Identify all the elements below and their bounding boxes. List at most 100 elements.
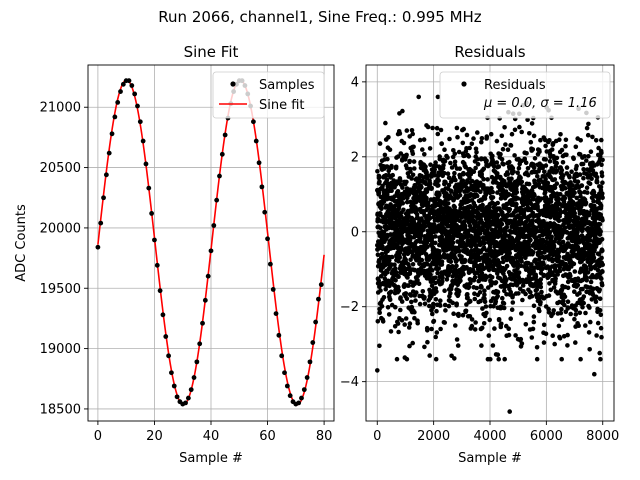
residual-point [504,263,510,269]
residual-point [472,275,478,280]
residual-point [484,134,490,139]
residual-point [565,343,570,348]
right-xtick-label: 0 [373,429,381,444]
residual-point [480,202,485,208]
sample-point [211,223,217,228]
residual-point [421,137,427,142]
residual-point [479,136,485,141]
sample-point [256,160,262,166]
residual-point [573,144,579,150]
sample-point [149,211,155,216]
residual-point [487,317,493,323]
residual-point [479,270,485,276]
residual-point [502,125,507,130]
residual-point [600,218,605,223]
residual-point [410,151,416,156]
residual-point [533,274,539,280]
sample-point [273,311,279,316]
residual-point [571,156,576,162]
residual-point [429,283,435,289]
residual-point [597,350,602,356]
residual-point [515,170,520,175]
residual-point [563,186,568,191]
residual-point [489,185,494,191]
residual-point [499,157,505,162]
residual-point [482,292,487,298]
sample-point [160,312,166,318]
residual-point [493,280,499,285]
residual-point [599,276,604,282]
residual-point [591,198,596,204]
residual-point [380,246,386,252]
right-xtick-label: 4000 [473,429,506,444]
residual-point [457,193,463,198]
sample-point [259,184,265,190]
residual-point [581,175,586,181]
residual-point [538,299,543,305]
sample-point [270,287,276,292]
sample-point [169,370,174,376]
residual-point [433,234,438,239]
residual-point [377,179,382,185]
residual-point [479,284,484,290]
residual-point [404,296,410,302]
residual-point [453,177,458,183]
residual-point [413,184,418,190]
residual-point [387,297,393,303]
residual-point [409,299,414,305]
residual-point [455,343,461,348]
residual-point [488,356,493,362]
residual-point [503,142,508,147]
residual-point [401,207,406,213]
sample-point [188,387,194,393]
residual-point [514,201,519,207]
residual-point [600,248,605,254]
residual-point [418,233,424,238]
residual-point [407,321,413,326]
residual-point [438,326,443,332]
residual-point [529,262,534,267]
residual-point [482,241,487,246]
residual-point [406,325,412,330]
residual-point [595,320,601,326]
residual-point [551,308,556,313]
residual-point [508,289,513,295]
residual-point [583,200,589,205]
residual-point [518,216,524,222]
residual-point [600,157,605,163]
residual-point [392,324,398,329]
residual-point [573,340,578,345]
sample-point [101,195,106,201]
residual-point [504,225,510,230]
residual-point [437,303,443,308]
residual-point [406,283,412,288]
residual-point [486,333,492,338]
sample-point [174,394,180,400]
residual-points-layer [375,94,605,414]
residual-point [568,273,573,279]
residual-point [478,298,483,304]
residual-point [593,138,599,143]
residual-point [565,285,571,291]
residual-point [585,190,590,195]
residual-point [401,140,407,146]
sample-point [202,297,208,303]
residual-point [599,150,604,156]
residual-point [480,306,485,311]
residual-point [393,278,398,283]
residual-point [386,312,392,317]
residual-point [434,125,440,131]
sample-point [282,370,287,376]
residual-point [538,284,544,290]
residual-point [412,309,417,315]
residual-point [456,289,462,294]
residual-point [431,318,437,324]
residual-point [410,340,416,346]
residual-point [521,193,527,199]
residual-point [482,196,488,201]
residual-point [428,272,433,278]
residual-point [569,169,574,174]
residual-point [430,305,436,310]
residual-point [442,170,447,176]
residual-point [457,218,463,223]
